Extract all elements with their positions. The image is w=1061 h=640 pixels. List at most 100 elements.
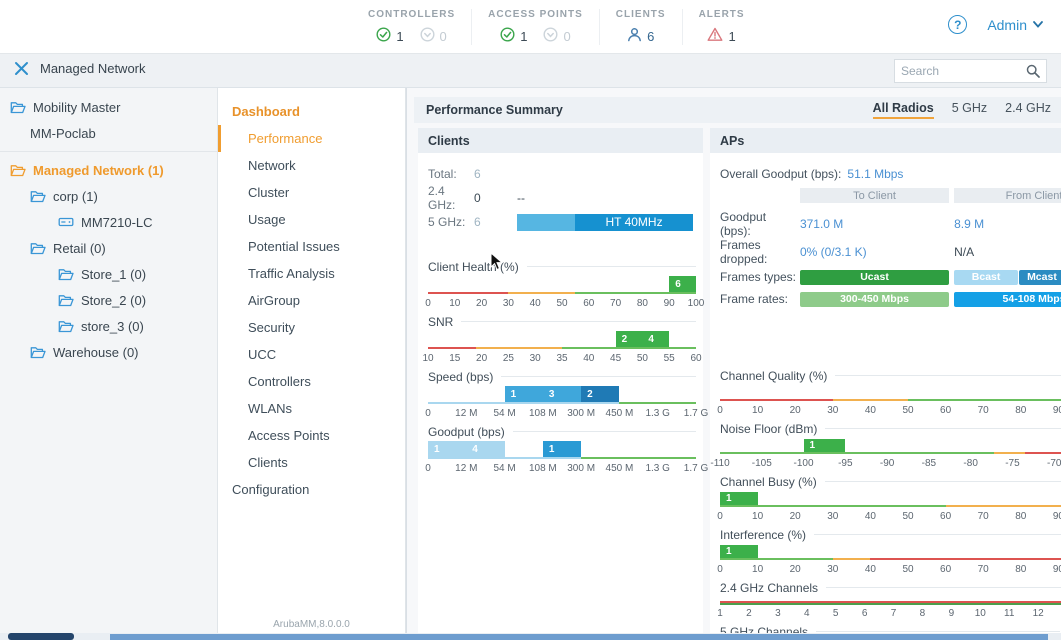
tick-label: 11	[1004, 608, 1015, 619]
search-icon[interactable]	[1026, 64, 1040, 78]
frame-bar-54-108-mbps[interactable]: 54-108 Mbps	[954, 291, 1061, 307]
stat-item[interactable]: 0	[543, 27, 571, 45]
clients-5ghz-row: 5 GHz: 6 HT 40MHz	[428, 210, 695, 234]
tick-label: 8	[919, 608, 926, 619]
nav-item-wlans[interactable]: WLANs	[248, 401, 293, 416]
nav-item-configuration[interactable]: Configuration	[232, 482, 310, 497]
tree-item-store-1-0-[interactable]: Store_1 (0)	[0, 261, 217, 287]
nav-item-ucc[interactable]: UCC	[248, 347, 277, 362]
tree-item-corp-1-[interactable]: corp (1)	[0, 183, 217, 209]
tab-all-radios[interactable]: All Radios	[872, 101, 934, 119]
tick-label: 10	[974, 608, 986, 619]
scrollbar-thumb-left[interactable]	[8, 633, 74, 640]
tree-item-label: Retail (0)	[53, 240, 106, 256]
chart-bar: 1	[720, 545, 758, 558]
frame-bar-300-450-mbps[interactable]: 300-450 Mbps	[799, 291, 950, 307]
tree-item-label: MM-Poclab	[30, 125, 96, 141]
tab-5-ghz[interactable]: 5 GHz	[951, 101, 988, 115]
tick-label: 70	[610, 298, 622, 309]
tree-item-label: corp (1)	[53, 188, 98, 204]
nav-item-network[interactable]: Network	[248, 158, 296, 173]
tick-label: 20	[789, 564, 801, 575]
nav-item-potential-issues[interactable]: Potential Issues	[248, 239, 340, 254]
tick-label: -75	[1005, 458, 1020, 469]
tick-label: 90	[1052, 564, 1061, 575]
chart-axis-line	[720, 399, 1061, 402]
tick-label: 7	[890, 608, 897, 619]
tick-label: 50	[902, 405, 914, 416]
tick-label: 90	[1052, 511, 1061, 522]
from-client-header: From Client	[954, 188, 1061, 203]
admin-menu[interactable]: Admin	[987, 17, 1043, 33]
axis-segment	[581, 457, 696, 459]
ht40-segment: HT 40MHz	[575, 213, 693, 231]
nav-item-controllers[interactable]: Controllers	[248, 374, 311, 389]
tree-item-store-2-0-[interactable]: Store_2 (0)	[0, 287, 217, 313]
tab-2-4-ghz[interactable]: 2.4 GHz	[1005, 101, 1051, 115]
tick-label: 40	[864, 564, 876, 575]
close-icon[interactable]	[14, 61, 29, 76]
ap-cell-value: N/A	[954, 245, 975, 259]
frame-bar-ucast[interactable]: Ucast	[799, 269, 950, 285]
nav-item-airgroup[interactable]: AirGroup	[248, 293, 301, 308]
tree-item-warehouse-0-[interactable]: Warehouse (0)	[0, 339, 217, 365]
tree-item-mm7210-lc[interactable]: MM7210-LC	[0, 209, 217, 235]
axis-segment	[832, 558, 871, 560]
stat-item[interactable]: 1	[707, 27, 736, 45]
tick-label: 300 M	[567, 463, 596, 474]
nav-item-clients[interactable]: Clients	[248, 455, 288, 470]
chart-title-speed: Speed (bps)	[428, 369, 696, 384]
to-client-cell: 0% (0/3.1 K)	[800, 245, 949, 259]
search-input[interactable]	[901, 64, 1026, 78]
overall-goodput-value[interactable]: 51.1 Mbps	[847, 167, 904, 181]
stat-count: 0	[439, 28, 447, 44]
chart-plot: 1	[720, 436, 1061, 452]
chart-goodput-clients: Goodput (bps) 1 4 1 0 12 M 54 M 108 M 300 M 450 M…	[425, 424, 708, 475]
horizontal-scrollbar[interactable]	[0, 633, 1061, 640]
folder-icon	[10, 101, 26, 114]
nav-item-security[interactable]: Security	[248, 320, 295, 335]
folder-icon	[30, 242, 46, 255]
chart-ticks: 1234567891011121314	[717, 608, 1061, 619]
nav-item-usage[interactable]: Usage	[248, 212, 286, 227]
tick-label: 30	[502, 298, 514, 309]
stat-count: 1	[520, 28, 528, 44]
nav-item-cluster[interactable]: Cluster	[248, 185, 290, 200]
nav-item-performance[interactable]: Performance	[218, 125, 405, 152]
stat-item[interactable]: 1	[376, 27, 404, 45]
folder-icon	[58, 268, 74, 281]
stat-label: ALERTS	[698, 9, 745, 20]
frame-bar-bcast[interactable]: Bcast	[954, 269, 1019, 285]
stat-item[interactable]: 0	[420, 27, 447, 45]
ht20-segment	[517, 213, 576, 231]
search-box[interactable]	[894, 59, 1047, 83]
chart-bar: 4	[466, 441, 505, 457]
tick-label: 50	[636, 353, 648, 364]
clients-total-label: Total:	[428, 167, 457, 181]
clients-24ghz-label: 2.4 GHz:	[428, 184, 456, 212]
axis-segment	[720, 399, 833, 401]
nav-item-traffic-analysis[interactable]: Traffic Analysis	[248, 266, 335, 281]
tick-label: 40	[864, 511, 876, 522]
tree-item-mobility-master[interactable]: Mobility Master	[0, 94, 217, 120]
ht-mode-bar[interactable]: HT 40MHz	[517, 213, 693, 231]
nav-item-dashboard[interactable]: Dashboard	[232, 104, 300, 119]
tree-item-store-3-0-[interactable]: store_3 (0)	[0, 313, 217, 339]
stat-item[interactable]: 6	[627, 27, 654, 45]
nav-item-access-points[interactable]: Access Points	[248, 428, 330, 443]
check-circle-icon	[376, 27, 391, 45]
tree-item-managed-network-1-[interactable]: Managed Network (1)	[0, 157, 217, 183]
tick-label: 40	[864, 405, 876, 416]
axis-segment	[870, 558, 1061, 560]
help-icon[interactable]: ?	[948, 15, 968, 34]
scrollbar-thumb-main[interactable]	[110, 634, 1048, 640]
frame-bar-mcast[interactable]: Mcast	[1019, 269, 1061, 285]
tree-item-mm-poclab[interactable]: MM-Poclab	[0, 120, 217, 146]
folder-icon	[58, 294, 74, 307]
stat-item[interactable]: 1	[500, 27, 527, 45]
tree-item-retail-0-[interactable]: Retail (0)	[0, 235, 217, 261]
